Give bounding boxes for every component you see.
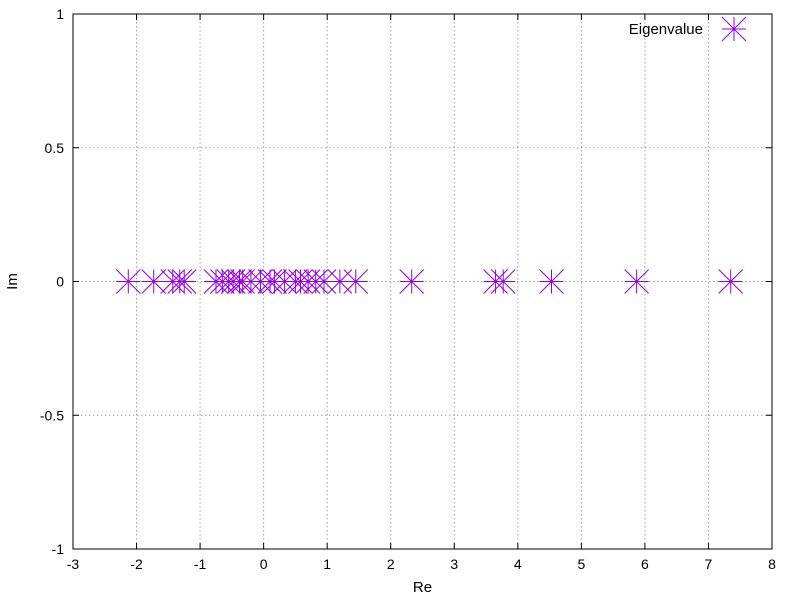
y-tick-label: -1 xyxy=(52,541,65,557)
y-tick-label: 0 xyxy=(56,274,64,290)
x-tick-label: 8 xyxy=(768,556,776,572)
legend-marker-eigenvalue xyxy=(721,16,747,42)
x-tick-label: 5 xyxy=(577,556,585,572)
data-point xyxy=(141,269,167,294)
x-tick-label: -2 xyxy=(130,556,143,572)
data-point xyxy=(343,269,369,294)
tick-labels: -3 -2 -1 0 1 2 3 4 5 6 7 8 -1 -0.5 0 0.5 1 xyxy=(40,6,776,572)
legend-label-eigenvalue: Eigenvalue xyxy=(629,21,703,38)
x-tick-label: 0 xyxy=(260,556,268,572)
x-tick-label: 2 xyxy=(387,556,395,572)
x-tick-label: 4 xyxy=(514,556,522,572)
data-points xyxy=(115,269,744,294)
data-point xyxy=(115,269,141,294)
y-axis-label: Im xyxy=(4,273,21,290)
x-axis-label: Re xyxy=(413,579,432,596)
data-point xyxy=(490,269,516,294)
y-tick-label: 1 xyxy=(56,6,64,22)
data-point xyxy=(539,269,564,294)
data-point xyxy=(171,269,197,294)
x-tick-label: 3 xyxy=(450,556,458,572)
y-tick-label: -0.5 xyxy=(40,407,64,423)
legend-marker-symbol xyxy=(721,16,747,42)
data-point xyxy=(718,269,744,294)
x-tick-label: 7 xyxy=(705,556,713,572)
x-tick-label: -3 xyxy=(67,556,80,572)
data-point xyxy=(624,269,650,294)
x-tick-label: -1 xyxy=(194,556,207,572)
data-point xyxy=(399,269,425,294)
y-tick-label: 0.5 xyxy=(45,140,65,156)
x-tick-label: 6 xyxy=(641,556,649,572)
plot-border xyxy=(72,13,773,550)
x-tick-label: 1 xyxy=(323,556,331,572)
legend: Eigenvalue xyxy=(629,16,747,42)
